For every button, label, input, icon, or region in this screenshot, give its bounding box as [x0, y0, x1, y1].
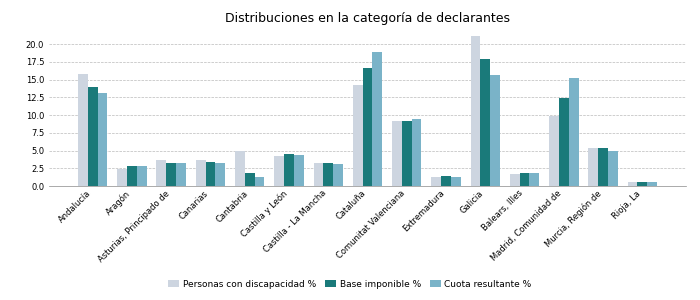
Bar [196, 160, 206, 186]
Bar [559, 98, 568, 186]
Bar [402, 121, 412, 186]
Bar [549, 116, 559, 186]
Bar [274, 155, 284, 186]
Bar [372, 52, 382, 186]
Bar [588, 148, 598, 186]
Bar [451, 177, 461, 186]
Bar [431, 177, 441, 186]
Bar [97, 93, 107, 186]
Bar [638, 182, 648, 186]
Bar [333, 164, 343, 186]
Bar [245, 173, 255, 186]
Bar [167, 163, 176, 186]
Bar [294, 155, 304, 186]
Bar [136, 166, 147, 186]
Bar [598, 148, 608, 186]
Bar [284, 154, 294, 186]
Bar [628, 182, 638, 186]
Bar [412, 118, 421, 186]
Bar [314, 163, 323, 186]
Bar [608, 151, 618, 186]
Bar [323, 163, 333, 186]
Bar [470, 36, 480, 186]
Bar [568, 78, 578, 186]
Bar [519, 173, 529, 186]
Bar [157, 160, 167, 186]
Bar [206, 162, 216, 186]
Bar [529, 172, 539, 186]
Bar [480, 59, 490, 186]
Bar [235, 151, 245, 186]
Bar [441, 176, 451, 186]
Bar [255, 177, 265, 186]
Bar [510, 174, 519, 186]
Bar [392, 122, 402, 186]
Bar [216, 163, 225, 186]
Bar [117, 169, 127, 186]
Bar [88, 87, 97, 186]
Bar [490, 75, 500, 186]
Bar [78, 74, 88, 186]
Title: Distribuciones en la categoría de declarantes: Distribuciones en la categoría de declar… [225, 12, 510, 25]
Bar [176, 163, 186, 186]
Bar [127, 166, 136, 186]
Bar [353, 85, 363, 186]
Legend: Personas con discapacidad %, Base imponible %, Cuota resultante %: Personas con discapacidad %, Base imponi… [164, 276, 536, 292]
Bar [648, 182, 657, 186]
Bar [363, 68, 372, 186]
